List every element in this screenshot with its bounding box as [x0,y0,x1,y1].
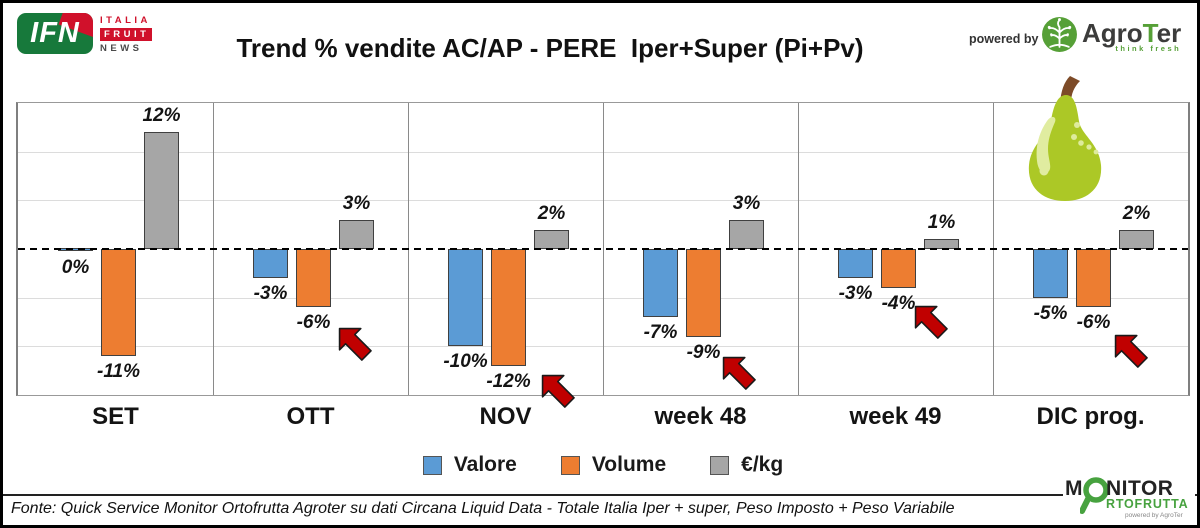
category-label: week 48 [654,403,747,430]
bar-volume-week-49 [881,249,916,288]
monitor-ortofrutta-logo: M NITOR RTOFRUTTA powered by AgroTer [1063,475,1195,525]
bar-€/kg-nov [534,229,569,249]
bar-value-label: 1% [927,212,956,234]
monitor-nitor: NITOR [1106,477,1174,500]
bar-value-label: -3% [253,283,288,305]
legend-item-valore: Valore [422,453,517,477]
zero-baseline [18,248,1188,250]
bar-value-label: -10% [443,351,488,373]
category-label: OTT [286,403,335,430]
trend-arrow-icon [914,305,948,339]
bar-value-label: -5% [1033,302,1068,324]
trend-chart: 0% -3% -10% -7% -3% -5% -11% -6% -12% -9% -4% -6% 12… [16,76,1190,408]
ifn-logo-box: IFN [17,13,93,54]
bar-volume-dic-prog- [1076,249,1111,308]
agroter-name: AgroTer [1082,18,1182,48]
bar-valore-dic-prog- [1033,249,1068,298]
source-note: Fonte: Quick Service Monitor Ortofrutta … [11,500,955,517]
bar-value-label: -6% [296,312,331,334]
ifn-word-italia: ITALIA [100,15,151,26]
category-label: NOV [479,403,532,430]
bar-€/kg-week-48 [729,219,764,249]
bar-value-label: 2% [537,202,566,224]
bar-volume-set [101,249,136,357]
legend-item-volume: Volume [560,453,667,477]
legend-swatch [710,455,730,475]
bar-value-label: -6% [1076,312,1111,334]
legend-item--kg: €/kg [710,453,783,477]
agroter-tagline: think fresh [1115,44,1182,53]
agroter-tree-icon [1042,17,1077,52]
bar-value-label: -7% [643,322,678,344]
magnifier-icon [1080,477,1109,514]
bar-valore-week-48 [643,249,678,318]
bar-value-label: 3% [342,192,371,214]
chart-legend: Valore Volume €/kg [18,453,1188,477]
bar-volume-nov [491,249,526,366]
monitor-powered-by: powered by AgroTer [1125,512,1183,519]
legend-swatch [422,455,442,475]
ifn-word-news: NEWS [100,43,143,54]
category-label: SET [92,403,139,430]
ifn-wordmark: ITALIA FRUIT NEWS [100,13,153,54]
monitor-ortofrutta: RTOFRUTTA [1106,497,1189,511]
bar-value-label: -3% [838,283,873,305]
bar-valore-week-49 [838,249,873,279]
category-label: DIC prog. [1036,403,1145,430]
powered-by-label: powered by [969,32,1039,46]
bar-value-label: -4% [881,292,916,314]
pear-icon [1028,76,1102,201]
bar-value-label: 12% [142,105,181,127]
bar-value-label: -12% [486,370,531,392]
ifn-acronym: IFN [30,17,80,49]
legend-label: Volume [591,453,667,476]
page-title: Trend % vendite AC/AP - PERE Iper+Super … [236,33,864,63]
category-label: week 49 [849,403,942,430]
bar-valore-nov [448,249,483,347]
bar-value-label: 3% [732,192,761,214]
bar-valore-ott [253,249,288,279]
bar-volume-ott [296,249,331,308]
trend-arrow-icon [338,327,372,361]
bar-value-label: 0% [61,257,90,278]
legend-label: Valore [453,453,517,476]
legend-label: €/kg [741,453,784,476]
trend-arrow-icon [1114,334,1148,368]
ifn-word-fruit: FRUIT [100,28,153,41]
bar-value-label: 2% [1122,202,1151,224]
bar-value-label: -9% [686,341,721,363]
ifn-logo: IFN ITALIA FRUIT NEWS [17,13,153,54]
trend-arrow-icon [541,374,575,408]
trend-arrow-icon [722,356,756,390]
category-axis: SET OTT NOV week 48 week 49 DIC prog. [18,403,1188,431]
agroter-logo: AgroTer think fresh [1041,16,1181,53]
monitor-m: M [1065,477,1083,500]
bar-€/kg-dic-prog- [1119,229,1154,249]
bar-€/kg-ott [339,219,374,249]
bar-€/kg-set [144,132,179,249]
bar-value-label: -11% [97,361,140,383]
legend-swatch [560,455,580,475]
footer-divider [3,494,1197,496]
